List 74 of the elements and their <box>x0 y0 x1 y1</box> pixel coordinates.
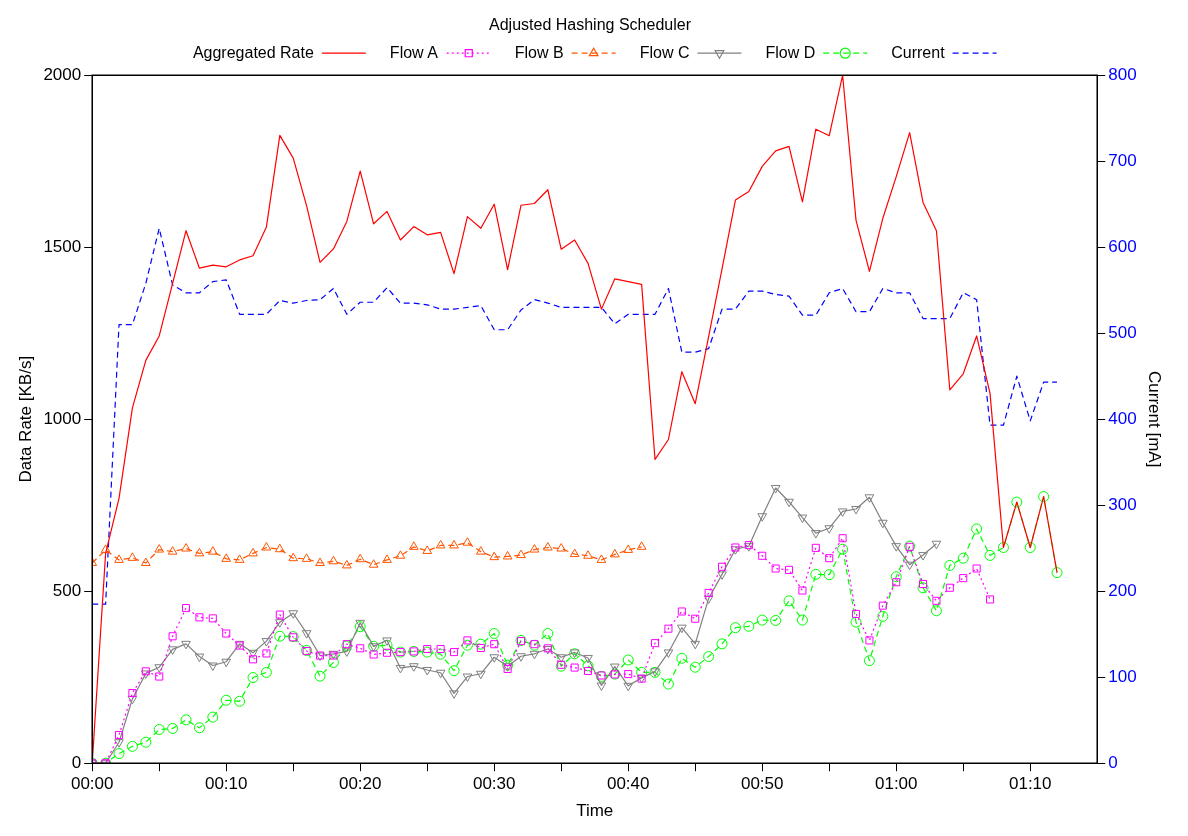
x-tick-label: 00:30 <box>472 774 516 794</box>
y-axis-title: Data Rate [KB/s] <box>15 355 35 483</box>
point <box>382 554 392 563</box>
point <box>476 546 486 555</box>
y2-tick-label: 700 <box>1108 150 1137 170</box>
legend-label: Flow A <box>389 43 439 61</box>
point <box>248 547 258 557</box>
point <box>610 548 620 558</box>
point <box>274 543 285 553</box>
point <box>181 543 191 552</box>
point <box>140 557 151 566</box>
point <box>556 543 567 552</box>
point <box>569 548 580 558</box>
x-tick-label: 00:40 <box>606 774 650 794</box>
line-series <box>92 227 1058 605</box>
x-tick-label: 01:10 <box>1008 774 1052 794</box>
y2-tick-label: 200 <box>1108 580 1137 600</box>
legend-label: Flow D <box>765 43 816 61</box>
y2-tick-label: 100 <box>1108 666 1137 686</box>
y2-tick-label: 500 <box>1108 322 1137 342</box>
point <box>395 550 406 559</box>
point <box>301 553 312 562</box>
x-axis-title: Time <box>576 801 614 821</box>
point <box>408 541 419 550</box>
y-tick-label: 2000 <box>43 64 82 84</box>
legend-label: Flow C <box>639 43 690 61</box>
y-tick-label: 1000 <box>43 408 82 428</box>
point <box>489 551 500 561</box>
point <box>207 546 218 555</box>
y2-tick-label: 300 <box>1108 494 1137 514</box>
y-tick-label: 1500 <box>43 236 82 256</box>
y2-axis-title: Current [mA] <box>1145 371 1165 468</box>
y2-tick-label: 600 <box>1108 236 1137 256</box>
x-tick-label: 01:00 <box>874 774 918 794</box>
point <box>167 546 178 555</box>
x-tick-label: 00:20 <box>338 774 382 794</box>
point <box>261 542 272 551</box>
point <box>288 552 299 562</box>
legend-label: Aggregated Rate <box>192 43 314 61</box>
point <box>355 553 366 563</box>
point <box>341 559 352 569</box>
x-tick-label: 00:00 <box>70 774 114 794</box>
y-tick-label: 0 <box>71 752 82 772</box>
point <box>422 545 433 554</box>
chart-title: Adjusted Hashing Scheduler <box>489 16 692 34</box>
y2-tick-label: 0 <box>1108 752 1118 772</box>
point <box>154 544 165 553</box>
point <box>623 544 634 553</box>
point <box>368 559 379 568</box>
point <box>596 554 607 563</box>
point <box>462 537 473 546</box>
point <box>234 554 245 563</box>
point <box>127 552 138 561</box>
point <box>194 547 205 557</box>
point <box>636 541 647 550</box>
point <box>114 554 124 563</box>
y-tick-label: 500 <box>52 580 82 600</box>
point <box>583 550 593 559</box>
x-tick-label: 00:10 <box>204 774 248 794</box>
y2-tick-label: 800 <box>1108 64 1137 84</box>
legend-label: Current <box>891 43 946 61</box>
point <box>502 550 513 560</box>
point <box>449 539 459 549</box>
point <box>435 539 446 549</box>
point <box>516 549 526 559</box>
point <box>315 557 325 566</box>
x-tick-label: 00:50 <box>740 774 784 794</box>
point <box>543 542 553 551</box>
point <box>100 544 111 553</box>
point <box>328 555 339 565</box>
legend-label: Flow B <box>514 43 564 61</box>
y2-tick-label: 400 <box>1108 408 1137 428</box>
point <box>529 544 540 553</box>
point <box>221 553 232 562</box>
